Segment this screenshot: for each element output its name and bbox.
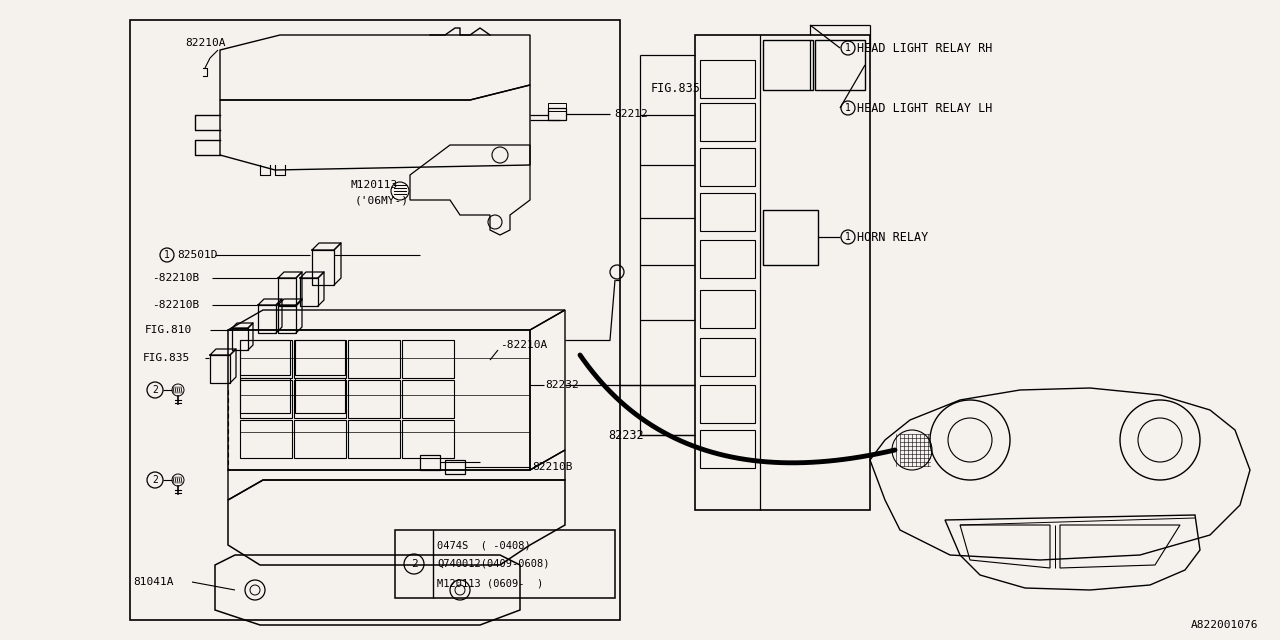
Bar	[815, 40, 865, 90]
Bar	[210, 355, 230, 383]
Bar	[259, 305, 276, 333]
Bar	[700, 60, 755, 98]
Text: 82212: 82212	[614, 109, 648, 119]
Bar	[241, 420, 292, 458]
Bar	[695, 35, 870, 510]
Bar	[312, 250, 334, 285]
Text: 1: 1	[845, 232, 851, 242]
Bar	[294, 420, 346, 458]
Bar	[278, 278, 296, 306]
Bar	[700, 338, 755, 376]
Text: -82210A: -82210A	[500, 340, 548, 350]
Text: HEAD LIGHT RELAY RH: HEAD LIGHT RELAY RH	[858, 42, 992, 54]
Bar	[278, 305, 296, 333]
Text: ('06MY-): ('06MY-)	[355, 195, 410, 205]
Text: 1: 1	[845, 43, 851, 53]
Bar	[131, 20, 620, 620]
Bar	[294, 378, 346, 413]
Text: -82210B: -82210B	[152, 300, 200, 310]
Bar	[241, 340, 292, 378]
Bar	[445, 460, 465, 474]
Bar	[241, 340, 291, 375]
Bar	[396, 530, 614, 598]
Text: 81041A: 81041A	[133, 577, 174, 587]
Bar	[348, 420, 401, 458]
Bar	[548, 108, 566, 120]
Bar	[300, 278, 317, 306]
Bar	[348, 340, 401, 378]
Text: 2: 2	[411, 559, 417, 569]
Bar	[700, 430, 755, 468]
Text: M120113: M120113	[349, 180, 397, 190]
Text: 2: 2	[152, 385, 157, 395]
Text: -82210B: -82210B	[152, 273, 200, 283]
Bar	[294, 340, 346, 375]
Bar	[348, 380, 401, 418]
Bar	[700, 290, 755, 328]
Bar	[402, 420, 454, 458]
Text: FIG.835: FIG.835	[652, 81, 701, 95]
Bar	[294, 340, 346, 378]
Bar	[763, 40, 813, 90]
Text: HORN RELAY: HORN RELAY	[858, 230, 928, 243]
Bar	[700, 103, 755, 141]
Bar	[763, 210, 818, 265]
Bar	[420, 455, 440, 470]
Text: 1: 1	[164, 250, 170, 260]
Text: M120113 (0609-  ): M120113 (0609- )	[436, 578, 543, 588]
Bar	[241, 380, 292, 418]
Bar	[241, 378, 291, 413]
Text: 82232: 82232	[545, 380, 579, 390]
Text: HEAD LIGHT RELAY LH: HEAD LIGHT RELAY LH	[858, 102, 992, 115]
Text: 0474S  ( -0408): 0474S ( -0408)	[436, 540, 531, 550]
Bar	[548, 103, 566, 111]
Text: 82210A: 82210A	[186, 38, 225, 48]
Text: FIG.810: FIG.810	[145, 325, 192, 335]
Bar	[700, 148, 755, 186]
Bar	[402, 340, 454, 378]
Text: 82501D: 82501D	[177, 250, 218, 260]
Text: 82232: 82232	[608, 429, 644, 442]
Text: 82210B: 82210B	[532, 462, 572, 472]
Bar	[402, 380, 454, 418]
Bar	[700, 385, 755, 423]
Bar	[700, 193, 755, 231]
Text: FIG.835: FIG.835	[143, 353, 191, 363]
Text: 2: 2	[152, 475, 157, 485]
Bar	[700, 240, 755, 278]
Bar	[294, 380, 346, 418]
Text: A822001076: A822001076	[1190, 620, 1258, 630]
Text: Q740012(0409-0608): Q740012(0409-0608)	[436, 559, 549, 569]
Text: 1: 1	[845, 103, 851, 113]
Bar	[232, 328, 248, 350]
